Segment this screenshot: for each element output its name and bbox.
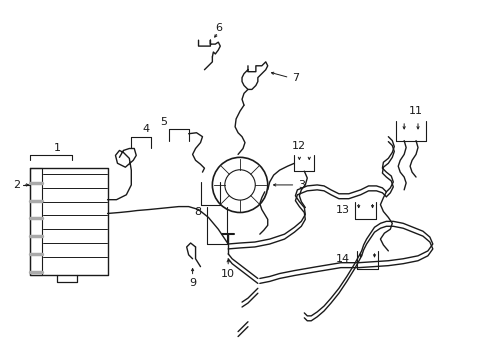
Text: 6: 6 xyxy=(214,23,222,33)
Text: 3: 3 xyxy=(297,180,304,190)
Text: 10: 10 xyxy=(221,269,235,279)
Text: 7: 7 xyxy=(291,73,298,82)
Text: 5: 5 xyxy=(160,117,167,127)
Text: 13: 13 xyxy=(335,204,349,215)
Text: 9: 9 xyxy=(189,278,196,288)
Text: 4: 4 xyxy=(142,124,149,134)
Text: 1: 1 xyxy=(54,143,61,153)
Text: 8: 8 xyxy=(194,207,201,216)
Text: 12: 12 xyxy=(292,140,306,150)
Text: 14: 14 xyxy=(335,254,349,264)
Text: 11: 11 xyxy=(408,106,422,116)
Text: 2: 2 xyxy=(13,180,20,190)
